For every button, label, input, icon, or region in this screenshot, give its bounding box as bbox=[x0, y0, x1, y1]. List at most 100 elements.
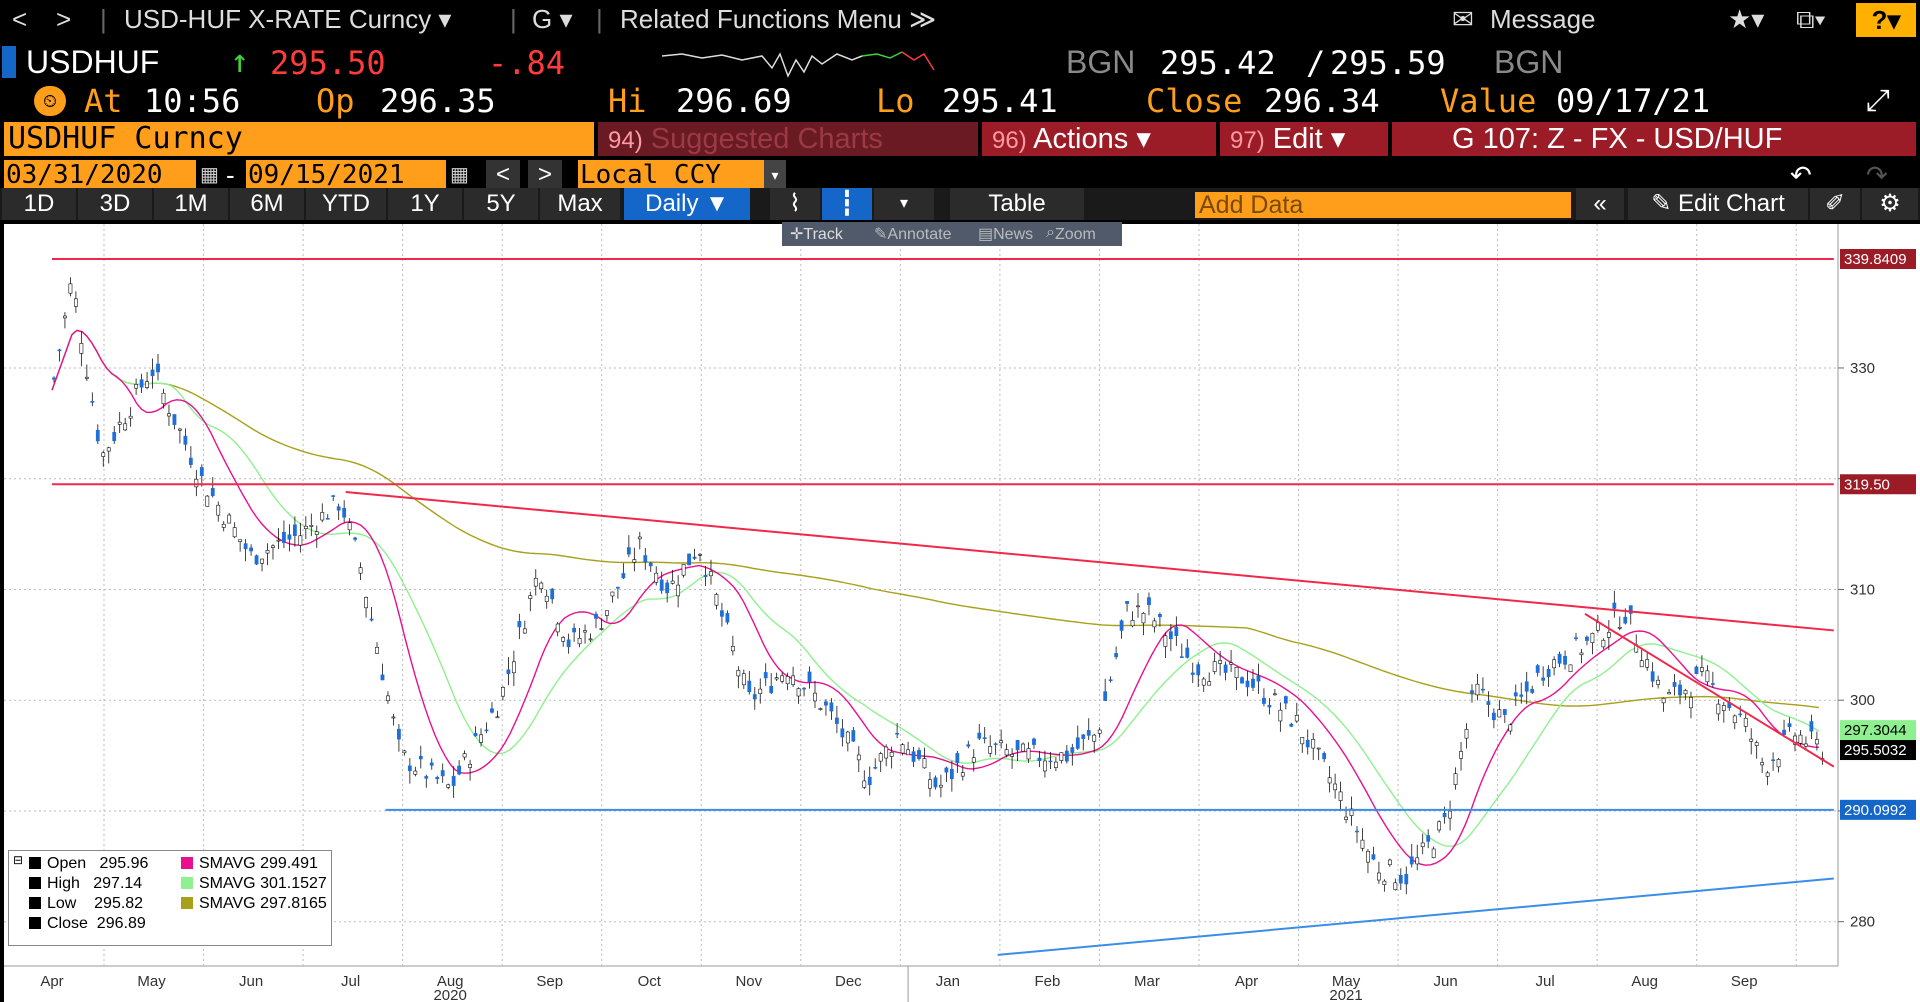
legend-collapse-icon[interactable]: ⊟ bbox=[13, 853, 24, 867]
period-1y[interactable]: 1Y bbox=[388, 188, 462, 220]
previous-period-button[interactable]: < bbox=[486, 160, 520, 190]
legend-low-label: Low bbox=[47, 895, 77, 912]
candle-body bbox=[468, 764, 472, 768]
candle-body bbox=[1377, 872, 1381, 881]
period-1d[interactable]: 1D bbox=[2, 188, 76, 220]
candle-body bbox=[1426, 835, 1431, 842]
candle-body bbox=[303, 525, 308, 529]
zoom-tool[interactable]: ⌕ Zoom bbox=[1046, 224, 1096, 243]
actions-button[interactable]: 96) Actions ▾ bbox=[982, 122, 1216, 156]
candle-body bbox=[1086, 730, 1091, 736]
candle-body bbox=[1694, 666, 1699, 675]
candle-body bbox=[358, 567, 363, 574]
next-period-button[interactable]: > bbox=[528, 160, 562, 190]
add-data-input[interactable]: Add Data bbox=[1195, 192, 1571, 218]
high-label: Hi bbox=[608, 82, 647, 120]
candle-body bbox=[550, 588, 555, 600]
chart-mode-toolbar: ✛ Track ✎ Annotate ▤ News ⌕ Zoom bbox=[782, 222, 1122, 246]
period-ytd[interactable]: YTD bbox=[306, 188, 386, 220]
candle-body bbox=[90, 401, 95, 403]
currency-dropdown-icon[interactable]: ▾ bbox=[764, 160, 786, 190]
period-5y[interactable]: 5Y bbox=[464, 188, 538, 220]
candle-body bbox=[681, 563, 686, 576]
legend-sma2-value: 301.1527 bbox=[260, 875, 327, 892]
edit-button[interactable]: 97) Edit ▾ bbox=[1220, 122, 1388, 156]
calendar-icon[interactable]: ▦ bbox=[450, 164, 469, 186]
candle-body bbox=[1289, 723, 1294, 727]
period-max[interactable]: Max bbox=[540, 188, 620, 220]
candle-body bbox=[659, 579, 664, 591]
x-tick-label: Jul bbox=[341, 973, 360, 990]
currency-select[interactable]: Local CCY bbox=[578, 160, 764, 190]
suggested-charts-button[interactable]: 94) Suggested Charts bbox=[598, 122, 978, 156]
candle-body bbox=[1158, 614, 1162, 618]
clock-icon: ⏲ bbox=[34, 86, 66, 116]
candle-body bbox=[1026, 748, 1031, 760]
candle-body bbox=[298, 535, 303, 546]
back-button[interactable]: < bbox=[12, 4, 28, 34]
candle-body bbox=[1305, 739, 1310, 748]
chart-id[interactable]: G 107: Z - FX - USD/HUF bbox=[1392, 122, 1916, 156]
period-1m[interactable]: 1M bbox=[154, 188, 228, 220]
candle-body bbox=[741, 673, 746, 686]
candle-body bbox=[966, 744, 971, 747]
divider: | bbox=[510, 4, 517, 34]
annotate-icon[interactable]: ✐ bbox=[1810, 188, 1860, 220]
candle-body bbox=[1168, 631, 1173, 640]
period-6m[interactable]: 6M bbox=[230, 188, 304, 220]
expand-icon[interactable]: ⤢ bbox=[1866, 84, 1890, 117]
annotate-tool[interactable]: ✎ Annotate bbox=[874, 226, 952, 243]
collapse-icon[interactable]: « bbox=[1576, 188, 1624, 220]
end-date-field[interactable]: 09/15/2021 bbox=[246, 160, 446, 190]
window-icon[interactable]: ⧉▾ bbox=[1796, 4, 1826, 34]
security-title[interactable]: USDHUF Curncy bbox=[4, 122, 594, 156]
table-button[interactable]: Table bbox=[950, 188, 1084, 220]
x-axis-background bbox=[4, 966, 1838, 1002]
forward-button[interactable]: > bbox=[56, 4, 72, 34]
star-icon[interactable]: ★▾ bbox=[1728, 4, 1765, 34]
candle-body bbox=[807, 671, 812, 683]
candle-body bbox=[1442, 812, 1447, 818]
candle-body bbox=[320, 512, 325, 521]
candle-body bbox=[1196, 664, 1201, 676]
g-menu[interactable]: G ▾ bbox=[532, 4, 573, 34]
sma-line-medium bbox=[51, 329, 1820, 848]
candle-body bbox=[884, 746, 889, 759]
track-tool[interactable]: ✛ Track bbox=[790, 226, 843, 243]
line-chart-icon[interactable]: ⌇ bbox=[770, 188, 820, 220]
period-3d[interactable]: 3D bbox=[78, 188, 152, 220]
candle-body bbox=[1404, 874, 1409, 885]
level-tag bbox=[1840, 248, 1916, 269]
help-button[interactable]: ?▾ bbox=[1856, 3, 1916, 37]
undo-icon[interactable]: ↶ bbox=[1790, 160, 1812, 190]
candle-body bbox=[561, 637, 566, 642]
redo-icon[interactable]: ↷ bbox=[1866, 160, 1888, 190]
related-functions-menu[interactable]: Related Functions Menu ≫ bbox=[620, 4, 937, 34]
message-button[interactable]: Message bbox=[1490, 4, 1596, 34]
y-tick-label: 310 bbox=[1850, 581, 1875, 598]
candle-body bbox=[1749, 738, 1754, 742]
descending-trendline bbox=[345, 491, 1834, 632]
news-tool[interactable]: ▤ News bbox=[978, 226, 1034, 243]
edit-chart-button[interactable]: ✎ Edit Chart bbox=[1628, 188, 1808, 220]
candle-body bbox=[271, 545, 275, 548]
candle-body bbox=[1502, 709, 1507, 715]
gear-icon[interactable]: ⚙ bbox=[1862, 188, 1918, 220]
chart-type-dropdown-icon[interactable]: ▾ bbox=[874, 188, 934, 220]
candle-body bbox=[473, 733, 478, 737]
start-date-field[interactable]: 03/31/2020 bbox=[4, 160, 196, 190]
candle-body bbox=[1037, 757, 1042, 762]
calendar-icon[interactable]: ▦ bbox=[200, 164, 219, 186]
candle-body bbox=[1103, 691, 1108, 701]
frequency-select[interactable]: Daily ▼ bbox=[624, 188, 750, 220]
candle-chart-icon[interactable]: ┇ bbox=[822, 188, 872, 220]
candle-body bbox=[282, 531, 286, 543]
chart-toolbar: 1D 3D 1M 6M YTD 1Y 5Y Max Daily ▼ ⌇ ┇ ▾ … bbox=[0, 188, 1920, 220]
candle-body bbox=[960, 772, 965, 777]
legend-sma3-value: 297.8165 bbox=[260, 895, 327, 912]
candle-body bbox=[1190, 672, 1195, 675]
candle-body bbox=[692, 556, 697, 559]
envelope-icon[interactable]: ✉ bbox=[1452, 4, 1474, 34]
candle-body bbox=[1333, 783, 1338, 791]
ticker-menu[interactable]: USD-HUF X-RATE Curncy ▾ bbox=[124, 4, 452, 34]
